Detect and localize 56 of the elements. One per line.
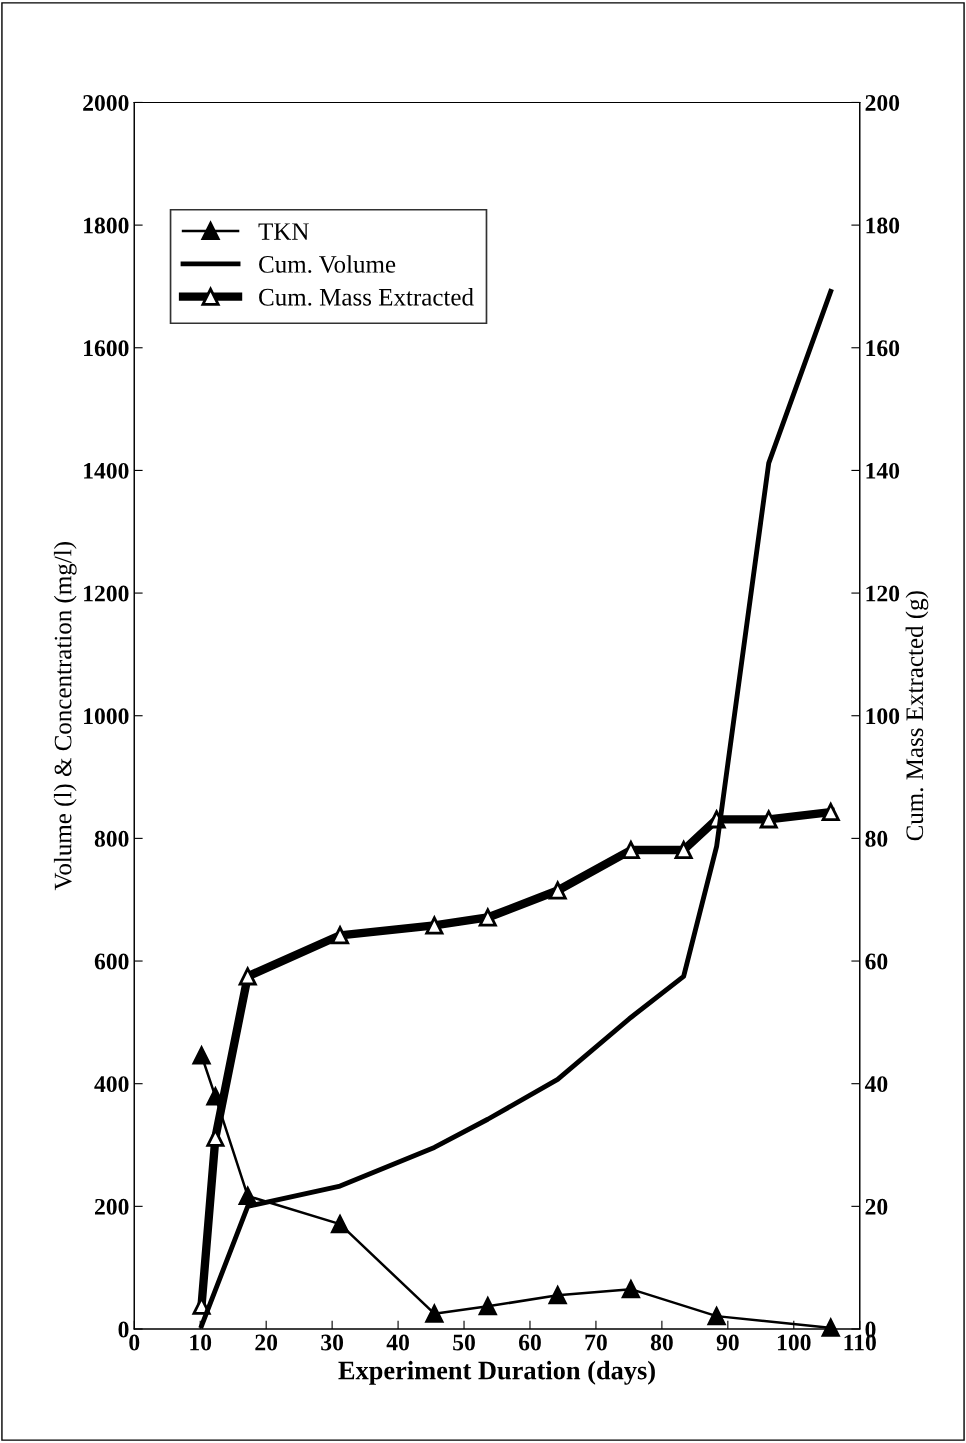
y-tick-label: 400: [94, 1076, 129, 1093]
y2-axis-title: Cum. Mass Extracted (g): [905, 591, 929, 841]
x-axis-title: Experiment Duration (days): [338, 1360, 655, 1385]
y2-tick-label: 180: [866, 217, 900, 234]
point: [192, 1046, 211, 1065]
point: [478, 1297, 497, 1316]
point: [821, 802, 840, 822]
x-tick-label: 60: [518, 1334, 541, 1351]
y-tick-label: 2000: [83, 94, 129, 111]
y2-tick-label: 160: [866, 340, 900, 357]
y-tick-label: 200: [94, 1198, 129, 1215]
point: [621, 1280, 640, 1299]
y-tick-label: 0: [118, 1321, 129, 1338]
y-tick-label: 600: [94, 953, 129, 970]
y-tick-label: 1000: [84, 708, 129, 725]
x-tick-label: 0: [129, 1334, 140, 1351]
x-tick-label: 70: [585, 1334, 607, 1351]
legend-label: TKN: [258, 223, 309, 240]
y2-tick-label: 100: [866, 708, 900, 725]
x-tick-label: 80: [650, 1334, 673, 1351]
point: [331, 1215, 350, 1234]
x-tick-label: 50: [453, 1334, 475, 1351]
x-tick-label: 100: [777, 1334, 811, 1351]
legend-label: Cum. Volume: [259, 255, 396, 273]
point: [331, 926, 350, 945]
y2-tick-label: 200: [865, 94, 900, 111]
x-tick-label: 20: [255, 1334, 278, 1351]
point: [707, 1307, 726, 1326]
x-tick-label: 30: [321, 1334, 344, 1351]
point: [821, 1318, 840, 1337]
x-tick-label: 40: [386, 1334, 409, 1351]
point: [425, 916, 444, 935]
x-tick-label: 90: [716, 1334, 739, 1351]
y2-tick-label: 60: [865, 953, 888, 970]
point: [478, 908, 497, 927]
y2-tick-label: 120: [866, 585, 900, 602]
y-tick-label: 800: [94, 830, 129, 847]
point: [238, 1186, 257, 1205]
y2-tick-label: 20: [865, 1198, 888, 1215]
y-tick-label: 1400: [84, 462, 129, 479]
y-tick-label: 1600: [84, 340, 129, 357]
point: [621, 841, 640, 860]
point: [238, 967, 257, 986]
y2-tick-label: 40: [864, 1076, 888, 1093]
point: [548, 881, 567, 900]
y2-tick-label: 80: [865, 830, 888, 847]
y-axis-title: Volume (l) & Concentration (mg/l): [53, 542, 77, 891]
point: [548, 1286, 567, 1305]
y-tick-label: 1800: [84, 217, 129, 234]
y-tick-label: 1200: [84, 585, 129, 602]
point: [759, 810, 778, 829]
point: [425, 1304, 444, 1323]
legend-label: Cum. Mass Extracted: [259, 288, 474, 306]
y2-tick-label: 140: [866, 462, 900, 479]
x-tick-label: 10: [190, 1334, 212, 1351]
point: [674, 841, 693, 860]
